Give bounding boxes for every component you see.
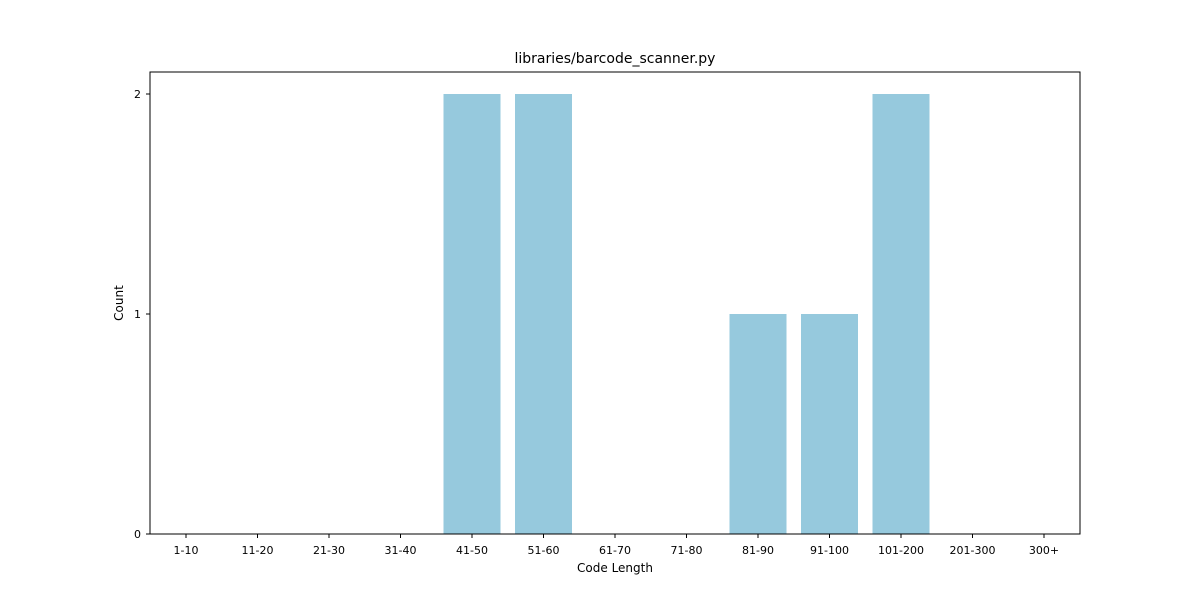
x-tick-label: 71-80 (671, 544, 703, 557)
x-tick-label: 11-20 (242, 544, 274, 557)
x-tick-label: 1-10 (174, 544, 199, 557)
bar-41-50 (443, 94, 501, 534)
y-axis-label: Count (112, 285, 126, 321)
y-axis-ticks: 0 1 2 (134, 88, 150, 541)
bar-81-90 (729, 314, 787, 534)
bar-101-200 (872, 94, 930, 534)
x-tick-label: 101-200 (878, 544, 924, 557)
x-tick-label: 41-50 (456, 544, 488, 557)
x-tick-label: 51-60 (528, 544, 560, 557)
bars-group (443, 94, 930, 534)
x-axis-label: Code Length (577, 561, 653, 575)
x-tick-label: 81-90 (742, 544, 774, 557)
bar-51-60 (515, 94, 572, 534)
x-axis-ticks: 1-10 11-20 21-30 31-40 41-50 51-60 61-70 71-80 8… (174, 534, 1059, 557)
x-tick-label: 31-40 (385, 544, 417, 557)
plot-frame (149, 71, 1081, 535)
chart-title: libraries/barcode_scanner.py (515, 51, 716, 67)
y-tick-label: 1 (134, 308, 141, 321)
x-tick-label: 91-100 (810, 544, 849, 557)
bar-91-100 (801, 314, 858, 534)
x-tick-label: 300+ (1029, 544, 1059, 557)
x-tick-label: 61-70 (599, 544, 631, 557)
y-tick-label: 2 (134, 88, 141, 101)
x-tick-label: 21-30 (313, 544, 345, 557)
y-tick-label: 0 (134, 528, 141, 541)
x-tick-label: 201-300 (950, 544, 996, 557)
